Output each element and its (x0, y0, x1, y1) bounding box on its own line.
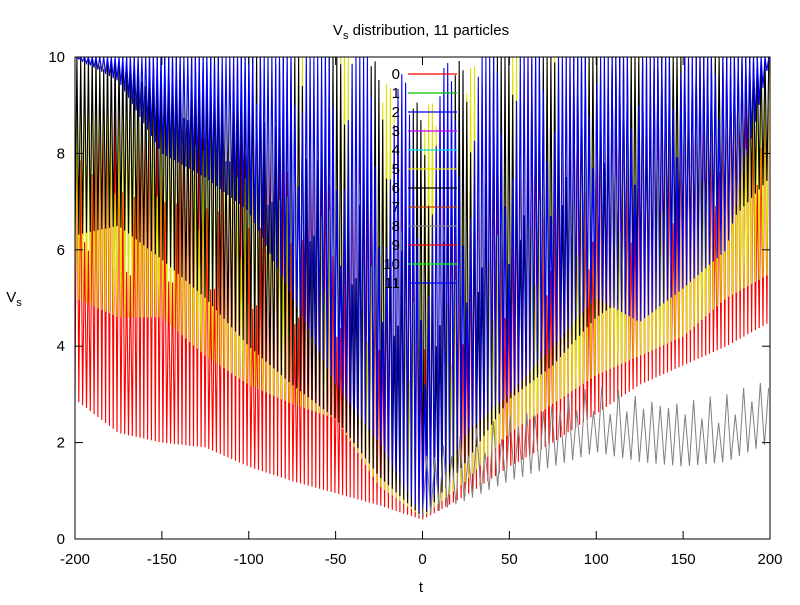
legend-item: 5 (392, 161, 457, 178)
y-tick-label: 8 (57, 145, 65, 162)
y-tick-label: 10 (48, 49, 65, 66)
legend-item: 1 (392, 85, 457, 102)
x-axis: -200 -150 -100 -50 0 50 100 150 200 (60, 57, 783, 568)
x-tick-label: -150 (147, 551, 177, 568)
legend-label: 11 (384, 275, 400, 292)
x-axis-label: t (419, 579, 424, 596)
x-tick-label: 0 (418, 551, 426, 568)
y-tick-label: 0 (57, 531, 65, 548)
chart-title-subscript: s (343, 30, 349, 42)
legend-label: 0 (392, 66, 400, 83)
series-line-2 (75, 57, 770, 517)
y-axis-label-main: V (6, 289, 16, 306)
legend-label: 4 (392, 142, 400, 159)
legend-item: 10 (383, 256, 457, 273)
legend-label: 9 (392, 237, 400, 254)
legend-item: 7 (392, 199, 457, 216)
legend-label: 8 (392, 218, 400, 235)
x-tick-label: 50 (501, 551, 518, 568)
legend-item: 8 (392, 218, 457, 235)
y-tick-label: 6 (57, 242, 65, 259)
legend-item: 9 (392, 237, 457, 254)
x-tick-label: 150 (671, 551, 696, 568)
legend-label: 7 (392, 199, 400, 216)
chart-title-rest: distribution, 11 particles (348, 22, 509, 39)
x-tick-label: -50 (325, 551, 347, 568)
legend-item: 11 (384, 275, 457, 292)
x-tick-label: -100 (234, 551, 264, 568)
legend-label: 10 (383, 256, 400, 273)
legend-label: 2 (392, 104, 400, 121)
y-tick-label: 4 (57, 338, 65, 355)
legend-label: 6 (392, 180, 400, 197)
plot-area (75, 57, 770, 520)
legend-label: 1 (392, 85, 400, 102)
legend-item: 3 (392, 123, 457, 140)
legend-item: 0 (392, 66, 457, 83)
legend-label: 5 (392, 161, 400, 178)
legend: 0 1 2 3 4 5 6 7 8 9 10 11 (383, 66, 457, 292)
chart-title: Vs distribution, 11 particles (333, 22, 509, 42)
chart-title-main: V (333, 22, 343, 39)
legend-label: 3 (392, 123, 400, 140)
x-tick-label: 100 (584, 551, 609, 568)
y-axis-label: Vs (6, 289, 22, 309)
y-axis-label-subscript: s (16, 297, 22, 309)
legend-item: 2 (392, 104, 457, 121)
y-tick-label: 2 (57, 435, 65, 452)
x-tick-label: -200 (60, 551, 90, 568)
legend-item: 6 (392, 180, 457, 197)
legend-item: 4 (392, 142, 457, 159)
series-line-8 (422, 382, 770, 518)
x-tick-label: 200 (757, 551, 782, 568)
